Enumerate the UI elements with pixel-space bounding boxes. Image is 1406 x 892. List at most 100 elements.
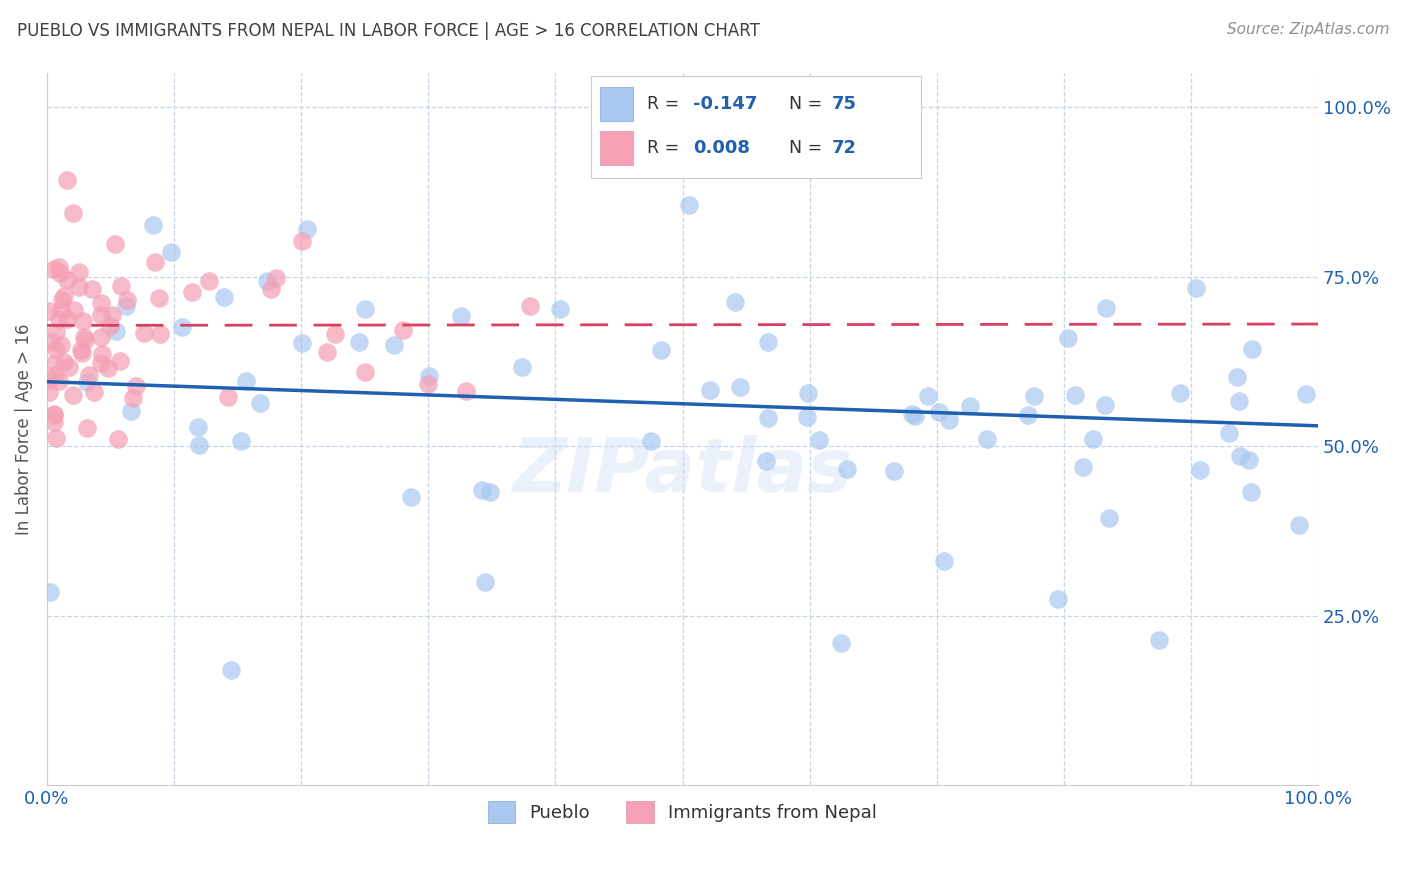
Point <box>1017 408 1039 422</box>
Point <box>38 385 60 400</box>
Point <box>76 375 98 389</box>
Text: 75: 75 <box>832 95 856 113</box>
Point <box>1064 388 1087 402</box>
Point <box>756 411 779 425</box>
Point <box>353 365 375 379</box>
Point <box>548 302 571 317</box>
Point <box>148 291 170 305</box>
Point <box>1226 369 1249 384</box>
Text: Source: ZipAtlas.com: Source: ZipAtlas.com <box>1226 22 1389 37</box>
Point <box>418 368 440 383</box>
Point <box>51 293 73 307</box>
Point <box>1240 485 1263 500</box>
Point <box>44 407 66 421</box>
Point <box>124 379 146 393</box>
Point <box>48 312 70 326</box>
Point <box>90 329 112 343</box>
Point <box>256 274 278 288</box>
Point <box>650 343 672 358</box>
Point <box>932 554 955 568</box>
Point <box>1071 460 1094 475</box>
Point <box>70 346 93 360</box>
Point <box>149 327 172 342</box>
Point <box>471 483 494 497</box>
Point <box>38 585 60 599</box>
Point <box>73 329 96 343</box>
Point <box>917 389 939 403</box>
Point <box>82 282 104 296</box>
Point <box>48 260 70 275</box>
Point <box>134 326 156 340</box>
Point <box>1295 386 1317 401</box>
Point <box>73 333 96 347</box>
Point <box>217 390 239 404</box>
Point <box>1237 453 1260 467</box>
Point <box>90 308 112 322</box>
Point <box>290 336 312 351</box>
Point <box>72 314 94 328</box>
Point <box>808 433 831 447</box>
Point <box>38 373 60 387</box>
Point <box>1022 389 1045 403</box>
Point <box>91 346 114 360</box>
Point <box>699 384 721 398</box>
Point <box>640 434 662 448</box>
Point <box>53 354 76 368</box>
Point <box>49 338 72 352</box>
Point <box>90 296 112 310</box>
Point <box>450 309 472 323</box>
Point <box>1094 398 1116 412</box>
Text: R =: R = <box>647 95 685 113</box>
Point <box>56 311 79 326</box>
Point <box>42 409 65 423</box>
Point <box>67 265 90 279</box>
Point <box>830 636 852 650</box>
Point <box>1229 449 1251 463</box>
Point <box>45 342 67 356</box>
Point <box>418 376 440 391</box>
Point <box>249 396 271 410</box>
Point <box>1098 511 1121 525</box>
Point <box>510 360 533 375</box>
Point <box>1288 518 1310 533</box>
Point <box>110 278 132 293</box>
Point <box>39 334 62 349</box>
Point <box>49 303 72 318</box>
Point <box>62 302 84 317</box>
Point <box>181 285 204 299</box>
Point <box>115 293 138 307</box>
Point <box>901 407 924 421</box>
Point <box>1057 330 1080 344</box>
Point <box>62 388 84 402</box>
Text: -0.147: -0.147 <box>693 95 758 113</box>
Text: 72: 72 <box>832 139 856 157</box>
Bar <box>600 87 634 121</box>
Point <box>235 374 257 388</box>
Point <box>938 413 960 427</box>
Point <box>76 421 98 435</box>
Point <box>883 464 905 478</box>
Point <box>121 391 143 405</box>
Text: N =: N = <box>789 139 828 157</box>
Point <box>1168 386 1191 401</box>
Point <box>214 290 236 304</box>
Point <box>1188 463 1211 477</box>
Point <box>976 432 998 446</box>
Point <box>100 308 122 322</box>
Point <box>58 360 80 375</box>
Point <box>291 234 314 248</box>
Point <box>959 399 981 413</box>
Point <box>197 274 219 288</box>
Point <box>83 384 105 399</box>
Point <box>143 254 166 268</box>
Point <box>107 432 129 446</box>
Point <box>382 338 405 352</box>
Text: N =: N = <box>789 95 828 113</box>
Point <box>44 262 66 277</box>
Point <box>260 282 283 296</box>
Point <box>55 173 77 187</box>
Point <box>754 454 776 468</box>
Point <box>835 462 858 476</box>
Point <box>44 368 66 383</box>
Point <box>519 299 541 313</box>
